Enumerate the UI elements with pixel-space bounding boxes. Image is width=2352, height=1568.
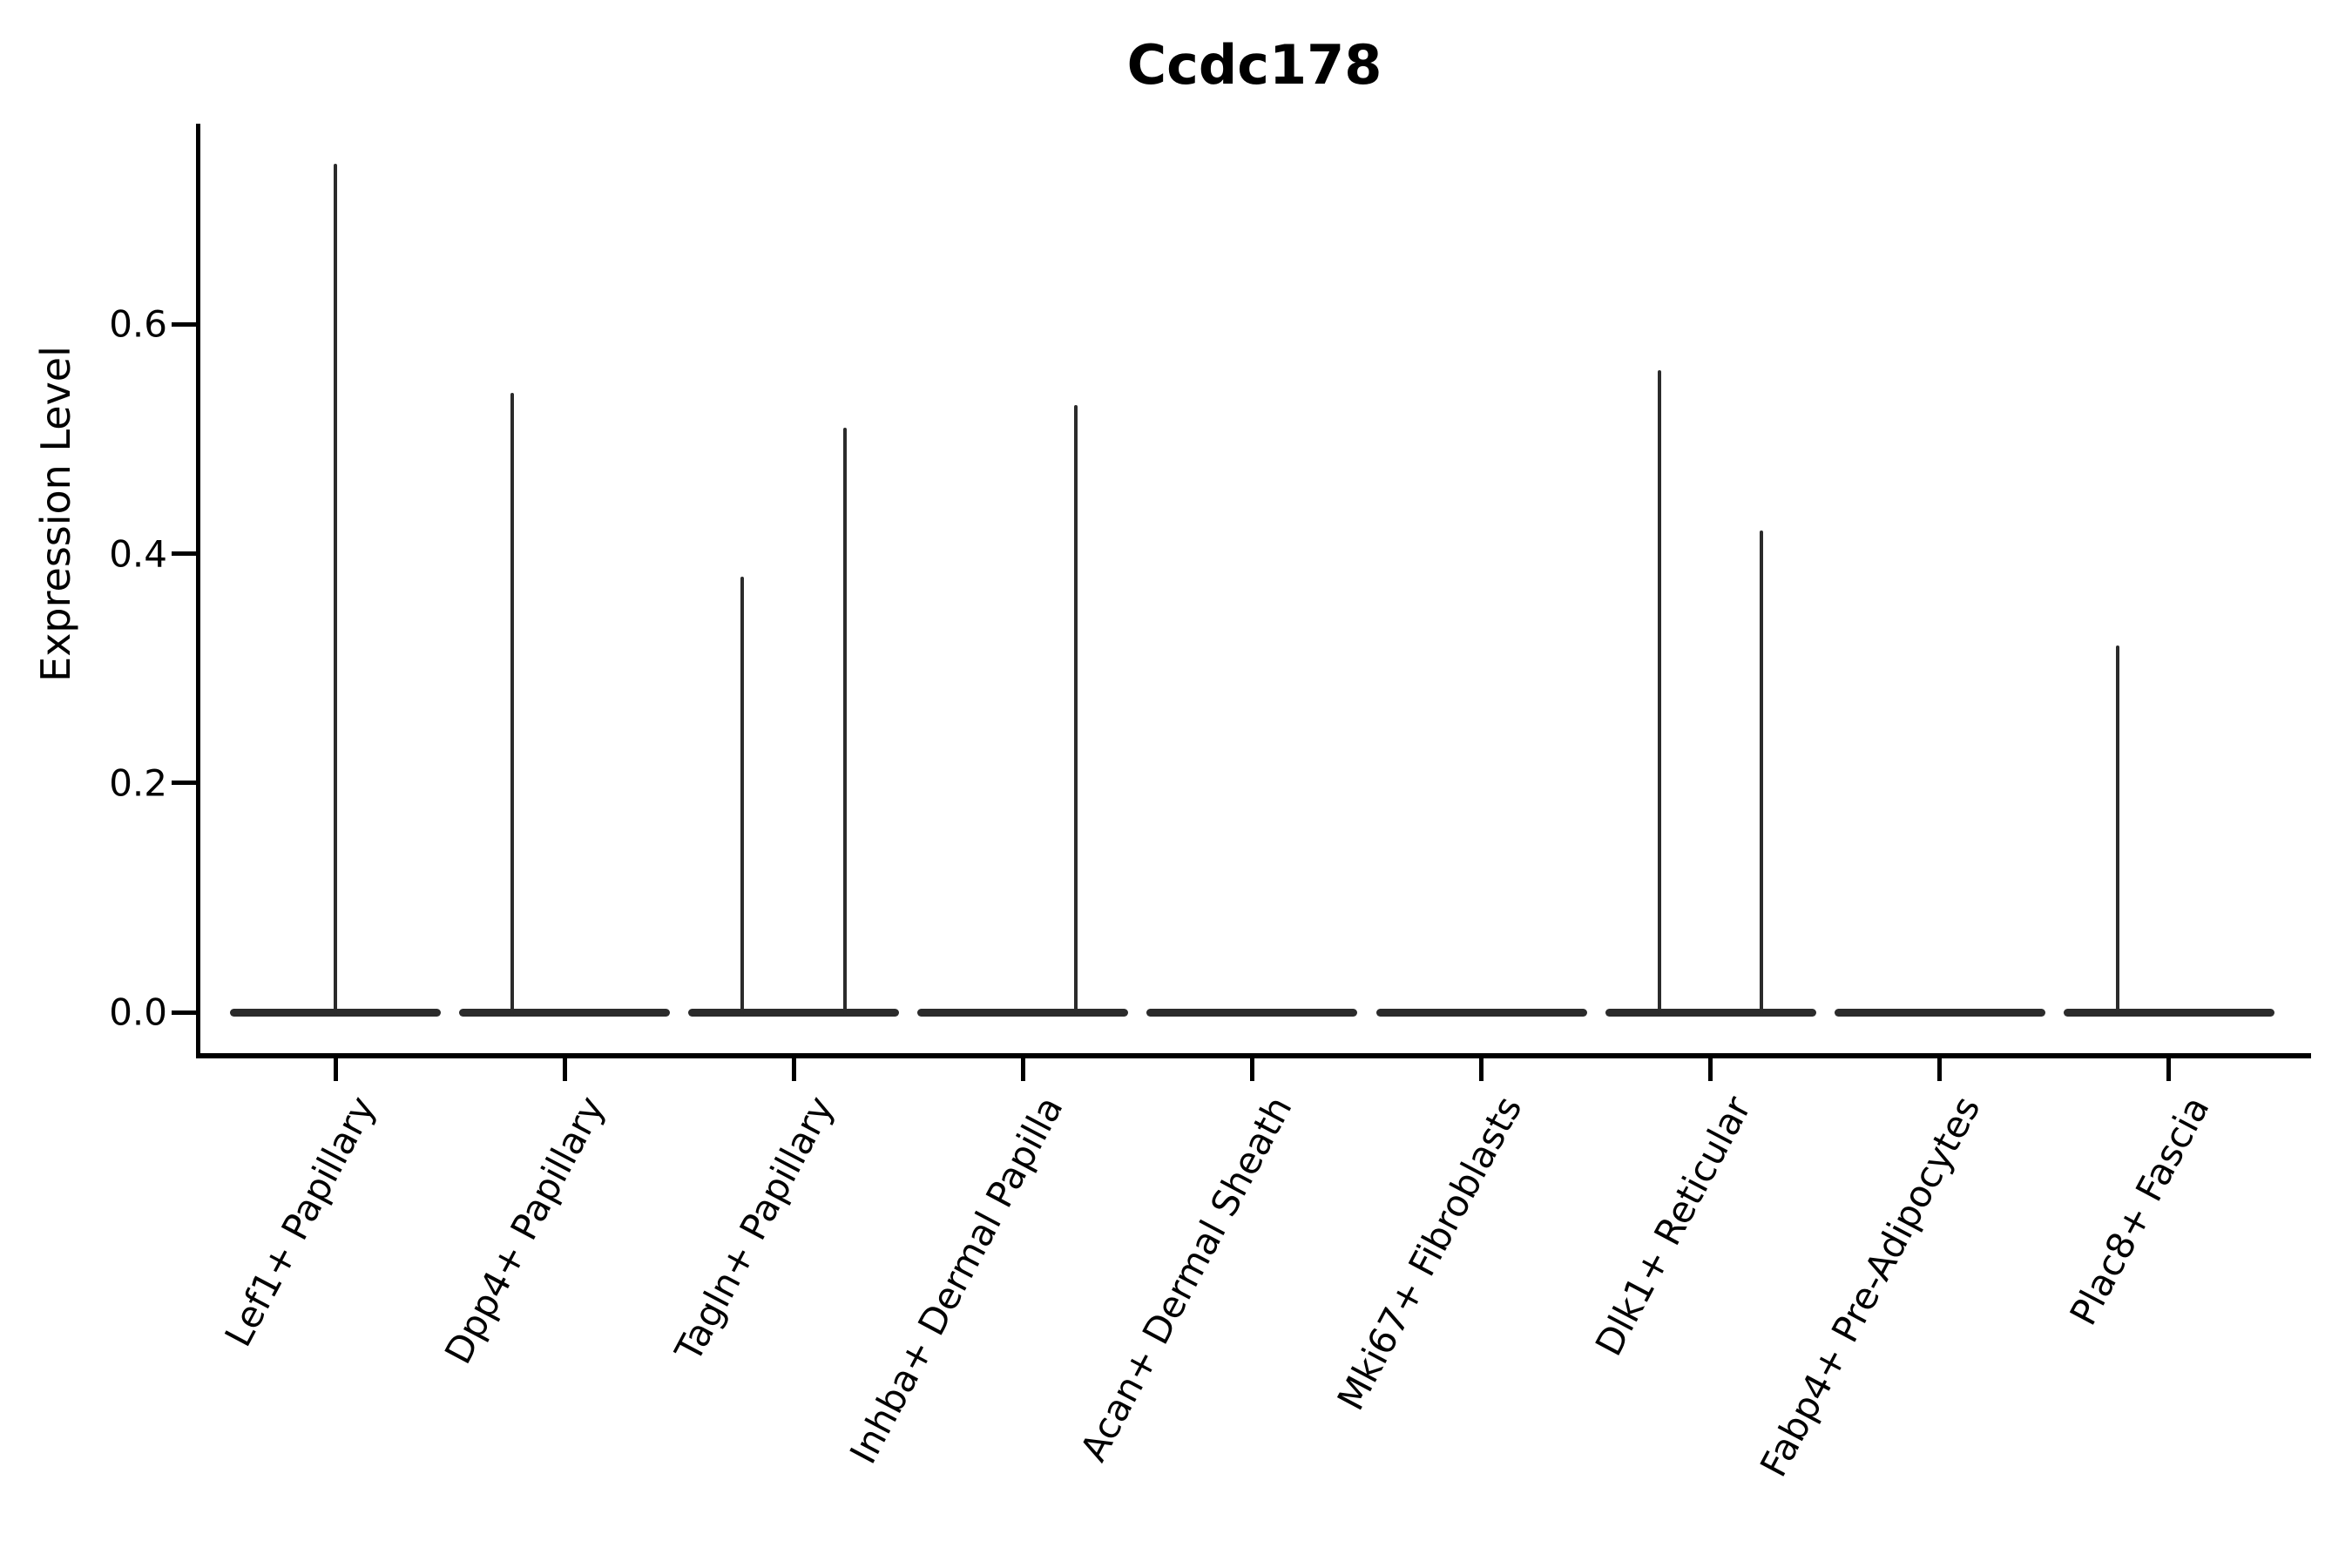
violin-body <box>917 1009 1129 1017</box>
x-tick-mark <box>333 1058 338 1081</box>
violin-body <box>1605 1009 1816 1017</box>
x-tick-mark <box>562 1058 567 1081</box>
y-tick-label: 0.2 <box>109 761 167 805</box>
violin-body <box>1834 1009 2045 1017</box>
x-tick-label: Tagln+ Papillary <box>666 1089 842 1369</box>
y-tick-mark <box>172 781 196 786</box>
x-tick-mark <box>1479 1058 1484 1081</box>
violin-max-spike <box>2115 645 2119 1014</box>
x-tick-label: Mki67+ Fibroblasts <box>1328 1089 1531 1417</box>
y-tick-label: 0.0 <box>109 990 167 1034</box>
x-tick-label: Inhba+ Dermal Papilla <box>841 1089 1071 1471</box>
x-tick-mark <box>1937 1058 1943 1081</box>
x-tick-mark <box>1708 1058 1713 1081</box>
violin-body <box>2063 1009 2274 1017</box>
violin-max-spike <box>843 427 848 1014</box>
violin-max-spike <box>740 576 745 1014</box>
x-tick-label: Acan+ Dermal Sheath <box>1071 1089 1301 1469</box>
y-tick-label: 0.4 <box>109 532 167 576</box>
y-tick-mark <box>172 551 196 557</box>
x-tick-label: Fabp4+ Pre-Adipocytes <box>1751 1089 1989 1484</box>
violin-max-spike <box>1074 404 1078 1014</box>
x-tick-label: Plac8+ Fascia <box>2061 1089 2218 1333</box>
violin-body <box>1146 1009 1358 1017</box>
violin-body <box>688 1009 900 1017</box>
y-axis-spine <box>196 124 200 1058</box>
x-tick-mark <box>2166 1058 2172 1081</box>
y-axis-label: Expression Level <box>32 346 79 682</box>
y-tick-mark <box>172 1010 196 1015</box>
violin-body <box>459 1009 671 1017</box>
violin-max-spike <box>334 164 337 1014</box>
x-tick-label: Dpp4+ Papillary <box>436 1089 613 1371</box>
y-tick-mark <box>172 321 196 327</box>
x-tick-label: Lef1+ Papillary <box>216 1089 384 1354</box>
violin-max-spike <box>1759 531 1763 1014</box>
x-axis-spine <box>196 1053 2311 1058</box>
x-tick-mark <box>1249 1058 1254 1081</box>
violin-max-spike <box>510 393 515 1014</box>
chart-title: Ccdc178 <box>1126 33 1382 97</box>
violin-max-spike <box>1657 370 1661 1014</box>
x-tick-mark <box>791 1058 796 1081</box>
x-tick-mark <box>1020 1058 1025 1081</box>
violin-body <box>1375 1009 1587 1017</box>
y-tick-label: 0.6 <box>109 302 167 346</box>
x-tick-label: Dlk1+ Reticular <box>1586 1089 1760 1363</box>
